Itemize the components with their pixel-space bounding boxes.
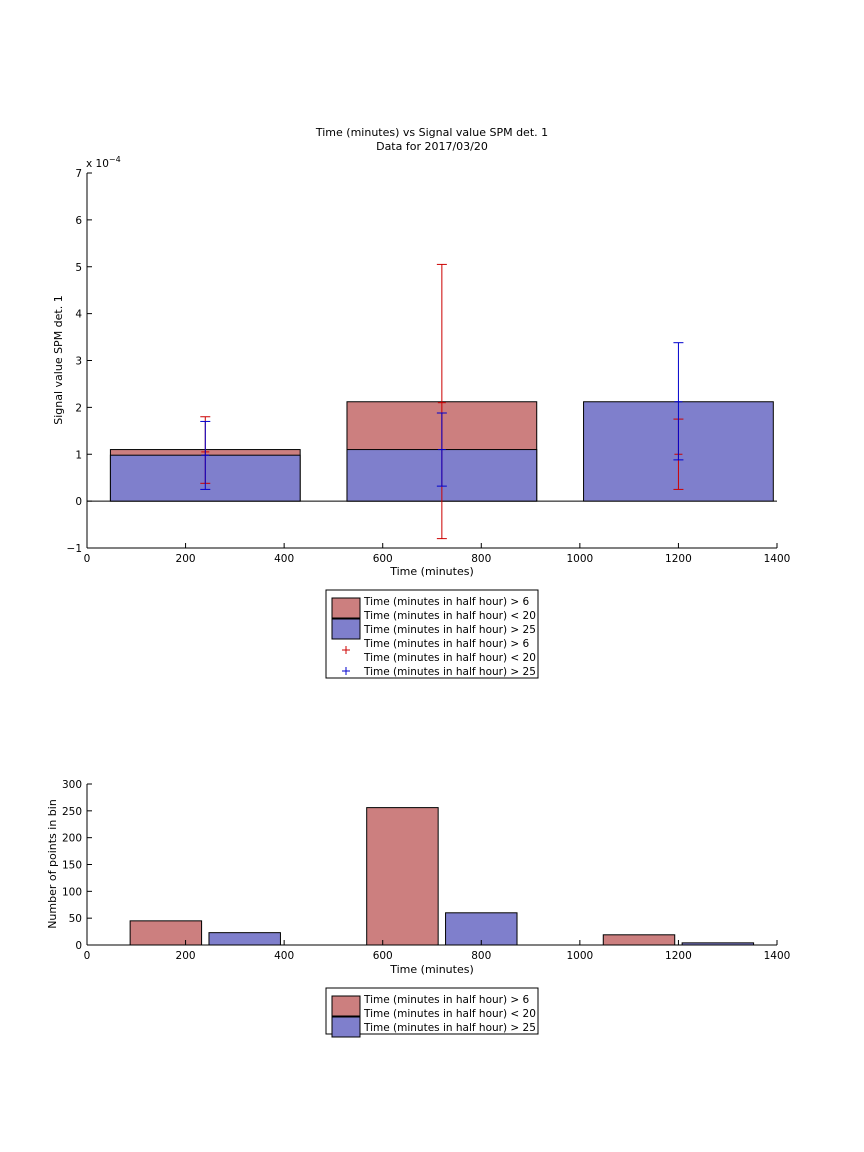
y-tick-label: 1 [75,449,82,461]
bar-layer [87,401,777,502]
legend-label: Time (minutes in half hour) < 20 [363,610,536,622]
legend-swatch [331,597,361,619]
y-tick-label: 200 [62,833,82,845]
x-axis-label: Time (minutes) [389,565,474,578]
bar-red [602,934,676,946]
legend-label: Time (minutes in half hour) > 6 [363,596,530,608]
x-axis-label: Time (minutes) [389,963,474,976]
y-tick-label: −1 [67,543,82,555]
legend-swatch [331,995,361,1017]
legend-swatch [331,618,361,640]
legend: Time (minutes in half hour) > 6 Time (min… [325,987,539,1038]
y-tick-label: 7 [75,168,82,180]
axes: 0 200 400 600 800 1000 1200 1400 0 50 100 150 200 250… [62,779,790,962]
y-tick-label: 5 [75,262,82,274]
legend-swatch [331,1016,361,1038]
bar-blue [208,932,281,946]
y-tick-label: 6 [75,215,82,227]
bar-red [129,920,203,946]
y-exponent-base: x 10 [86,158,109,170]
error-bar-layer [200,263,684,540]
x-tick-label: 400 [274,553,294,565]
legend: Time (minutes in half hour) > 6 Time (min… [325,589,539,679]
legend-label: Time (minutes in half hour) > 6 [363,638,530,650]
y-tick-label: 300 [62,779,82,791]
x-tick-label: 1200 [665,950,692,962]
x-tick-label: 600 [373,950,393,962]
x-tick-label: 800 [471,553,491,565]
x-tick-label: 200 [176,553,196,565]
x-tick-label: 1400 [764,950,791,962]
y-tick-label: 150 [62,860,82,872]
bar-layer [129,807,755,946]
legend-label: Time (minutes in half hour) < 20 [363,1008,536,1020]
chart-title: Time (minutes) vs Signal value SPM det. … [315,126,548,139]
legend-label: Time (minutes in half hour) < 20 [363,652,536,664]
legend-label: Time (minutes in half hour) > 25 [363,624,536,636]
x-tick-label: 0 [84,950,91,962]
y-axis-label: Number of points in bin [46,799,59,929]
legend-label: Time (minutes in half hour) > 6 [363,994,530,1006]
legend-box [325,987,539,1035]
x-tick-label: 0 [84,553,91,565]
x-tick-label: 600 [373,553,393,565]
y-tick-label: 0 [75,496,82,508]
legend-label: Time (minutes in half hour) > 25 [363,1022,536,1034]
y-tick-label: 250 [62,806,82,818]
chart-subtitle: Data for 2017/03/20 [376,140,488,153]
x-tick-label: 800 [471,950,491,962]
x-tick-label: 200 [176,950,196,962]
y-exponent-power: −4 [109,155,121,164]
x-tick-label: 1000 [566,553,593,565]
signal-chart: Time (minutes) vs Signal value SPM det. … [52,126,791,679]
legend-box [325,589,539,679]
y-tick-label: 100 [62,886,82,898]
x-tick-label: 1400 [764,553,791,565]
y-tick-label: 3 [75,356,82,368]
count-chart: 0 200 400 600 800 1000 1200 1400 0 50 100 150 200 250… [46,779,790,1038]
y-axis-label: Signal value SPM det. 1 [52,295,65,425]
bar-red [366,807,439,946]
bar-blue [445,912,518,946]
y-tick-label: 4 [75,309,82,321]
legend-label: Time (minutes in half hour) > 25 [363,666,536,678]
y-tick-label: 2 [75,402,82,414]
x-tick-label: 1000 [566,950,593,962]
x-tick-label: 400 [274,950,294,962]
x-tick-label: 1200 [665,553,692,565]
y-tick-label: 0 [75,940,82,952]
y-tick-label: 50 [69,913,82,925]
y-exponent-label: x 10−4 [86,155,121,170]
